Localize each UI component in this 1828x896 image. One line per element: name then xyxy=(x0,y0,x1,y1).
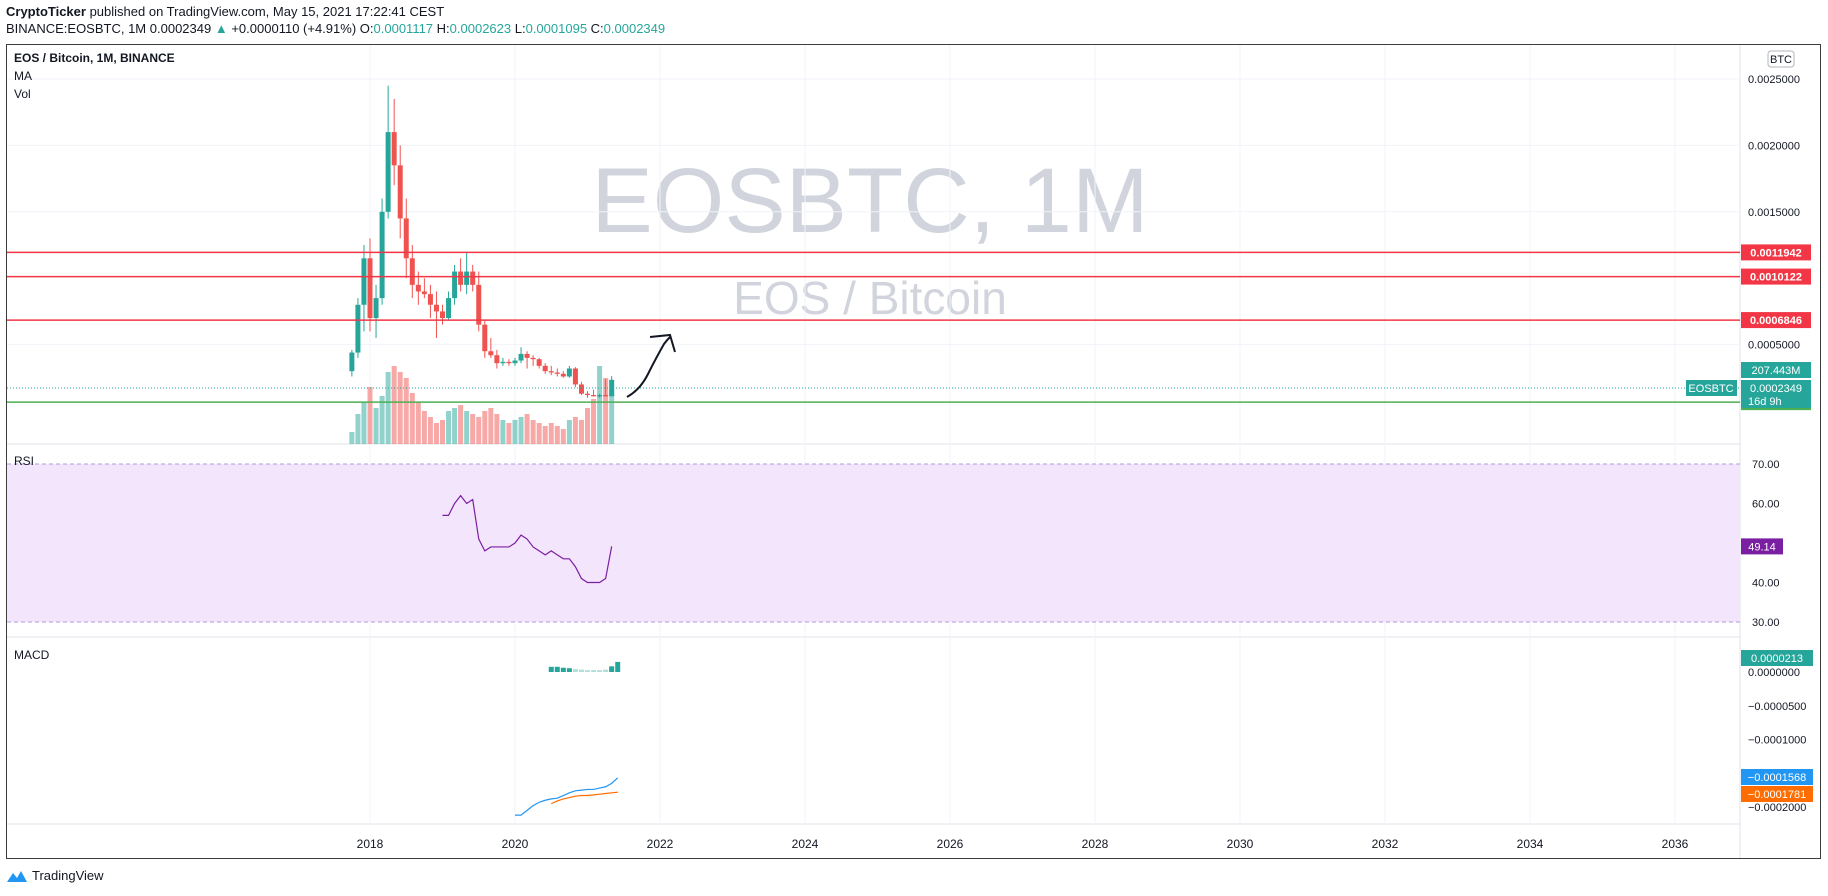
footer-brand[interactable]: TradingView xyxy=(32,868,104,883)
open-value: 0.0001117 xyxy=(373,21,434,36)
up-triangle-icon: ▲ xyxy=(214,21,228,36)
footer: TradingView xyxy=(6,868,104,883)
tradingview-logo-icon xyxy=(7,870,27,882)
author-name[interactable]: CryptoTicker xyxy=(6,4,86,19)
low-value: 0.0001095 xyxy=(525,21,588,36)
ohlc-line: BINANCE:EOSBTC, 1M 0.0002349 ▲ +0.000011… xyxy=(6,21,665,37)
high-label: H: xyxy=(436,21,450,36)
close-value: 0.0002349 xyxy=(603,21,666,36)
open-label: O: xyxy=(359,21,374,36)
legend-rsi[interactable]: RSI xyxy=(14,454,35,468)
low-label: L: xyxy=(514,21,526,36)
legend-ma[interactable]: MA xyxy=(14,69,32,83)
symbol-label: BINANCE:EOSBTC, 1M xyxy=(6,21,147,36)
publish-header: CryptoTicker published on TradingView.co… xyxy=(6,4,444,20)
legend-title[interactable]: EOS / Bitcoin, 1M, BINANCE xyxy=(14,51,175,65)
last-price: 0.0002349 xyxy=(149,21,212,36)
high-value: 0.0002623 xyxy=(449,21,512,36)
publish-info: published on TradingView.com, May 15, 20… xyxy=(85,4,445,19)
close-label: C: xyxy=(590,21,604,36)
chart-frame[interactable] xyxy=(6,44,1821,859)
price-change: +0.0000110 (+4.91%) xyxy=(231,21,357,36)
legend-vol[interactable]: Vol xyxy=(14,87,31,101)
legend-macd[interactable]: MACD xyxy=(14,648,50,662)
